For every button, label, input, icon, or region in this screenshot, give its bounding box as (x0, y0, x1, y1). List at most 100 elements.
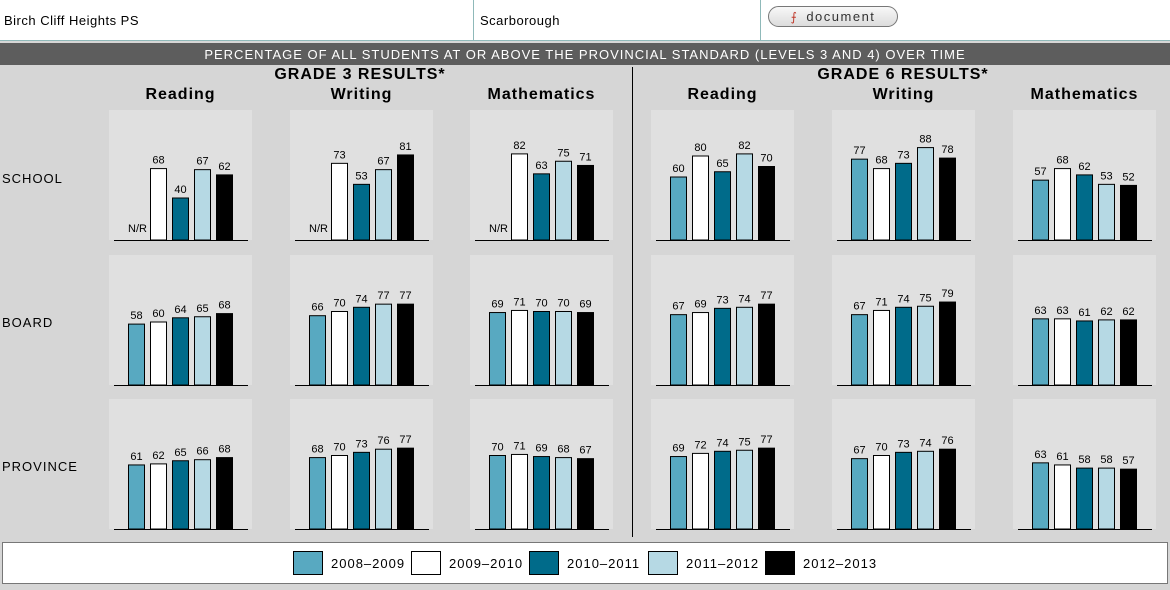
data-label: 70 (535, 298, 547, 310)
legend-swatch (765, 551, 795, 575)
bar-chart: 77 68 73 88 78 (837, 134, 971, 241)
bar (375, 303, 392, 386)
bar (1098, 467, 1115, 530)
data-label: 58 (1078, 454, 1090, 466)
bar (736, 153, 753, 241)
data-label: 69 (535, 443, 547, 455)
subject-title: Writing (872, 86, 935, 103)
data-label: 40 (174, 184, 186, 196)
data-label: 68 (218, 300, 230, 312)
legend-label: 2009–2010 (449, 555, 524, 571)
bar (533, 173, 550, 241)
header-divider (473, 0, 474, 40)
bar-chart-panel: 77 68 73 88 78 (832, 110, 975, 241)
data-label: 73 (333, 149, 345, 161)
data-label: 74 (919, 437, 931, 449)
bar-chart: 61 62 65 66 68 (114, 444, 248, 530)
bar-chart-panel: 70 71 69 68 67 (470, 399, 613, 530)
bar (851, 314, 868, 386)
data-label: 73 (716, 294, 728, 306)
bar (353, 183, 370, 241)
subject-title: Writing (330, 86, 393, 103)
subject-title: Reading (687, 86, 758, 103)
legend-item: 2009–2010 (411, 551, 523, 575)
bar (150, 463, 167, 530)
bar-chart: 69 72 74 75 77 (656, 434, 790, 530)
bar-chart-panel: N/R 82 63 75 71 (470, 110, 613, 241)
data-label: 70 (491, 442, 503, 454)
data-label: 74 (897, 293, 909, 305)
bar (128, 323, 145, 386)
bar (397, 154, 414, 241)
data-label: 82 (513, 140, 525, 152)
bar (511, 309, 528, 386)
bar (1054, 168, 1071, 241)
bar (216, 313, 233, 386)
data-label: 68 (1056, 155, 1068, 167)
data-label: 53 (355, 170, 367, 182)
data-label: 74 (716, 437, 728, 449)
data-label: 63 (1034, 449, 1046, 461)
bar (736, 449, 753, 530)
bar (895, 162, 912, 241)
legend-label: 2012–2013 (803, 555, 878, 571)
bar (714, 450, 731, 530)
bar (670, 314, 687, 386)
data-label: 65 (716, 158, 728, 170)
bar-chart-panel: 68 70 73 76 77 (290, 399, 433, 530)
bar (1098, 183, 1115, 241)
data-label: 60 (672, 163, 684, 175)
bar (577, 164, 594, 241)
grade-divider (632, 67, 633, 537)
bar (758, 303, 775, 386)
grade-title: GRADE 3 RESULTS* (274, 66, 446, 83)
bar-chart: 57 68 62 53 52 (1018, 155, 1152, 241)
data-label: 53 (1100, 170, 1112, 182)
subject-title: Mathematics (487, 86, 596, 103)
data-label: 67 (377, 156, 389, 168)
bar (670, 176, 687, 241)
legend-label: 2008–2009 (331, 555, 406, 571)
bar (353, 451, 370, 530)
data-label: 58 (130, 310, 142, 322)
bar (555, 457, 572, 530)
data-label: 64 (174, 304, 186, 316)
bar (555, 160, 572, 241)
data-label: 69 (491, 299, 503, 311)
bar (851, 158, 868, 241)
bar (533, 311, 550, 386)
data-label: 61 (1078, 307, 1090, 319)
bar (873, 168, 890, 241)
bar (692, 155, 709, 241)
bar (714, 307, 731, 386)
bar (172, 460, 189, 530)
bar-chart-panel: 61 62 65 66 68 (109, 399, 252, 530)
bar (577, 458, 594, 530)
legend-swatch (648, 551, 678, 575)
bar-chart: N/R 82 63 75 71 (475, 140, 609, 241)
bar (1076, 320, 1093, 386)
data-label: 58 (1100, 454, 1112, 466)
data-label: 66 (196, 446, 208, 458)
bar (1120, 319, 1137, 386)
data-label: 57 (1122, 455, 1134, 467)
data-label: 75 (738, 436, 750, 448)
legend: 2008–2009 2009–2010 2010–2011 2011–2012 2012… (2, 542, 1168, 584)
data-label: 75 (919, 292, 931, 304)
missing-label: N/R (489, 223, 508, 235)
legend-item: 2011–2012 (648, 551, 759, 575)
document-button[interactable]: ⨍ document (768, 6, 898, 27)
data-label: 62 (152, 450, 164, 462)
bar (1120, 468, 1137, 530)
data-label: 62 (1078, 161, 1090, 173)
pdf-icon: ⨍ (790, 9, 799, 24)
data-label: 71 (875, 296, 887, 308)
bar (489, 312, 506, 386)
subject-title: Mathematics (1030, 86, 1139, 103)
bar-chart-panel: 69 71 70 70 69 (470, 255, 613, 386)
data-label: 77 (399, 434, 411, 446)
bar (331, 162, 348, 241)
data-label: 60 (152, 308, 164, 320)
bar-chart-panel: 67 71 74 75 79 (832, 255, 975, 386)
data-label: 68 (557, 444, 569, 456)
